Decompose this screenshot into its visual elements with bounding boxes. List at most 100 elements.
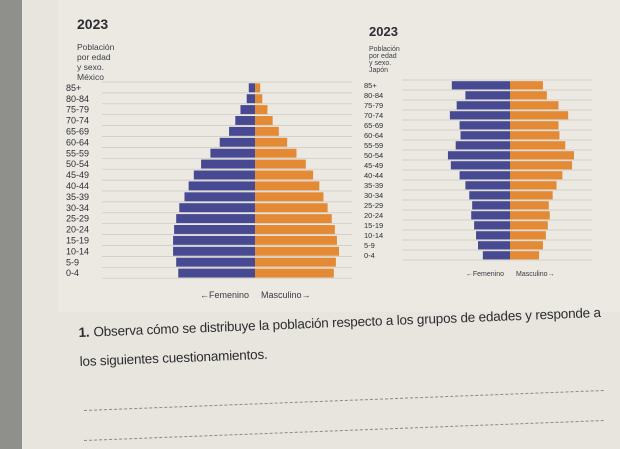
tick-label: 70-74: [66, 116, 89, 126]
tick-label: 45-49: [364, 161, 383, 170]
bar-masculino-15-19: [510, 221, 548, 230]
bar-femenino-70-74: [449, 111, 510, 120]
bar-masculino-80-84: [510, 91, 547, 100]
legend-masculino: Masculino→: [516, 271, 555, 278]
tick-label: 30-34: [66, 203, 89, 213]
bar-masculino-25-29: [255, 214, 332, 224]
tick-label: 20-24: [66, 225, 89, 235]
tick-label: 60-64: [364, 131, 383, 140]
bar-masculino-70-74: [510, 111, 569, 120]
bar-masculino-65-69: [510, 121, 559, 130]
bar-masculino-5-9: [255, 257, 336, 267]
tick-label: 25-29: [66, 214, 89, 224]
tick-label: 80-84: [364, 91, 383, 100]
bar-femenino-25-29: [472, 201, 510, 210]
bar-femenino-20-24: [174, 225, 255, 234]
bar-masculino-0-4: [510, 251, 540, 260]
bar-masculino-50-54: [510, 151, 574, 160]
tick-label: 75-79: [66, 105, 89, 115]
tick-label: 65-69: [364, 121, 383, 130]
bar-femenino-0-4: [482, 251, 510, 260]
tick-label: 85+: [364, 81, 377, 90]
bar-femenino-15-19: [173, 235, 255, 245]
bar-masculino-80-84: [255, 94, 263, 104]
bar-femenino-65-69: [459, 121, 510, 130]
bar-masculino-35-39: [255, 192, 324, 202]
bar-masculino-50-54: [255, 159, 306, 169]
bar-masculino-60-64: [255, 137, 288, 147]
bar-femenino-40-44: [459, 171, 510, 180]
bar-femenino-60-64: [219, 137, 255, 147]
bar-femenino-35-39: [465, 181, 510, 190]
bar-femenino-10-14: [476, 231, 510, 240]
tick-label: 55-59: [66, 148, 89, 158]
tick-label: 10-14: [364, 231, 383, 240]
tick-label: 55-59: [364, 141, 383, 150]
bar-masculino-0-4: [255, 268, 334, 278]
bar-femenino-10-14: [173, 246, 255, 256]
bar-femenino-20-24: [471, 211, 510, 220]
bar-femenino-0-4: [178, 268, 255, 278]
bar-masculino-85+: [510, 81, 543, 90]
tick-label: 40-44: [66, 181, 89, 191]
japan-chart-year: 2023: [369, 24, 398, 39]
bar-masculino-75-79: [255, 105, 268, 115]
bar-masculino-60-64: [510, 131, 560, 140]
question-body: Observa cómo se distribuye la población …: [79, 304, 602, 369]
bar-femenino-80-84: [246, 94, 255, 104]
mexico-chart-year: 2023: [77, 16, 109, 32]
answer-line[interactable]: [84, 390, 604, 411]
legend-femenino: ←Femenino: [466, 271, 504, 278]
bar-femenino-35-39: [184, 192, 255, 202]
bar-femenino-85+: [451, 81, 510, 90]
legend-femenino: ←Femenino: [200, 290, 249, 300]
bar-femenino-50-54: [447, 151, 510, 160]
bar-femenino-40-44: [188, 181, 255, 191]
tick-label: 20-24: [364, 211, 383, 220]
textbook-page: 2023 Población por edad y sexo. México 8…: [22, 0, 620, 449]
tick-label: 50-54: [66, 159, 89, 169]
bar-masculino-65-69: [255, 126, 279, 136]
bar-femenino-55-59: [210, 148, 255, 158]
tick-label: 50-54: [364, 151, 383, 160]
bar-masculino-20-24: [255, 225, 335, 234]
tick-label: 5-9: [66, 257, 79, 267]
tick-label: 70-74: [364, 111, 383, 120]
tick-label: 15-19: [364, 221, 383, 230]
tick-label: 30-34: [364, 191, 383, 200]
bar-femenino-75-79: [456, 101, 510, 110]
bar-masculino-45-49: [255, 170, 314, 180]
bar-masculino-15-19: [255, 235, 337, 245]
question-number: 1.: [78, 324, 90, 340]
bar-femenino-80-84: [465, 91, 510, 100]
tick-label: 25-29: [364, 201, 383, 210]
tick-label: 75-79: [364, 101, 383, 110]
bar-masculino-30-34: [510, 191, 553, 200]
bar-masculino-70-74: [255, 116, 273, 125]
bar-femenino-5-9: [176, 257, 255, 267]
tick-label: 45-49: [66, 170, 89, 180]
tick-label: 0-4: [66, 268, 79, 278]
bar-masculino-75-79: [510, 101, 559, 110]
bar-masculino-85+: [255, 83, 261, 93]
bar-femenino-55-59: [455, 141, 510, 150]
bar-masculino-30-34: [255, 203, 328, 213]
japan-chart-subtitle: Población por edad y sexo. Japón: [369, 46, 400, 74]
tick-label: 10-14: [66, 246, 89, 256]
bar-femenino-5-9: [478, 241, 510, 250]
bar-femenino-75-79: [240, 105, 255, 115]
bar-femenino-50-54: [201, 159, 255, 169]
bar-masculino-10-14: [510, 231, 546, 240]
bar-masculino-55-59: [255, 148, 297, 158]
bar-femenino-60-64: [460, 131, 510, 140]
answer-line[interactable]: [84, 420, 604, 441]
bar-masculino-20-24: [510, 211, 550, 220]
bar-femenino-65-69: [229, 126, 255, 136]
japan-pyramid-svg: 85+80-8475-7970-7465-6960-6455-5950-5445…: [364, 79, 592, 278]
tick-label: 65-69: [66, 127, 89, 137]
bar-masculino-10-14: [255, 246, 339, 256]
bar-femenino-45-49: [450, 161, 510, 170]
bar-femenino-25-29: [176, 214, 255, 224]
bar-masculino-25-29: [510, 201, 549, 210]
tick-label: 85+: [66, 83, 81, 93]
